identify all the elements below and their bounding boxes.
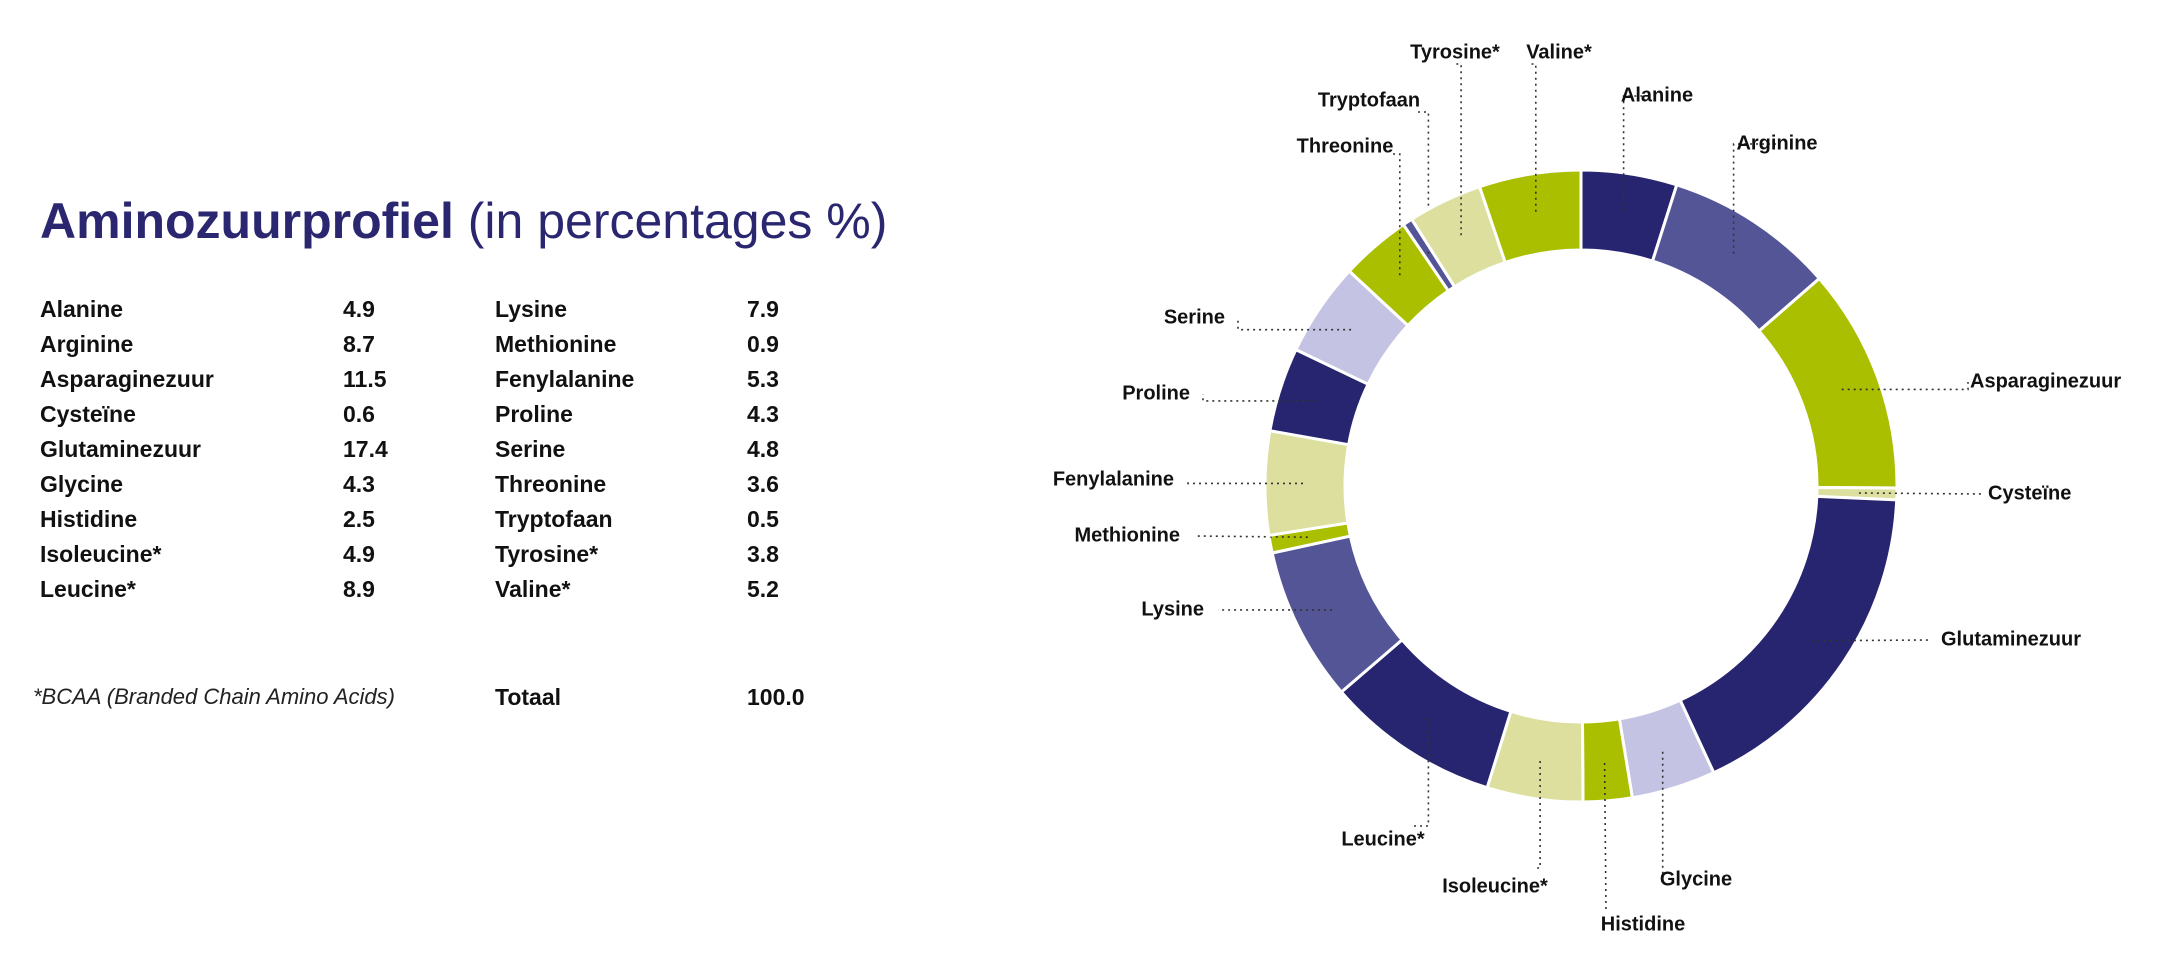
slice-label: Fenylalanine xyxy=(1053,468,1174,490)
total-value: 100.0 xyxy=(747,684,805,710)
table-label: Alanine xyxy=(40,296,124,322)
table-value: 4.8 xyxy=(747,436,779,462)
table-label: Histidine xyxy=(40,506,138,532)
slice-label: Alanine xyxy=(1621,84,1693,106)
leader-line xyxy=(1237,318,1352,331)
slice-label: Proline xyxy=(1122,382,1190,404)
table-label: Leucine* xyxy=(40,576,136,602)
page-title: Aminozuurprofiel (in percentages %) xyxy=(40,196,887,246)
slice-label: Glutaminezuur xyxy=(1941,628,2081,650)
table-label: Proline xyxy=(495,401,573,427)
slice-label: Histidine xyxy=(1601,913,1685,935)
table-value: 5.2 xyxy=(747,576,779,602)
table-label: Methionine xyxy=(495,331,617,357)
table-value: 3.6 xyxy=(747,471,779,497)
leader-line xyxy=(1536,761,1541,869)
table-label: Threonine xyxy=(495,471,607,497)
table-label: Glutaminezuur xyxy=(40,436,202,462)
table-label: Cysteïne xyxy=(40,401,136,427)
slice-label: Leucine* xyxy=(1341,828,1425,850)
table-value: 0.9 xyxy=(747,331,779,357)
slice-label: Isoleucine* xyxy=(1442,875,1548,897)
leader-line xyxy=(1455,63,1462,236)
table-value: 4.9 xyxy=(343,296,375,322)
leader-line xyxy=(1531,63,1537,212)
leader-line xyxy=(1622,95,1651,212)
table-label: Serine xyxy=(495,436,566,462)
table-label: Isoleucine* xyxy=(40,541,162,567)
slice-label: Methionine xyxy=(1074,524,1180,546)
donut-slice-glutaminezuur xyxy=(1678,494,1899,775)
leader-line xyxy=(1187,480,1303,485)
table-value: 4.3 xyxy=(747,401,779,427)
table-label: Valine* xyxy=(495,576,571,602)
leader-line xyxy=(1390,153,1401,276)
leader-line xyxy=(1732,143,1778,254)
slice-label: Threonine xyxy=(1297,135,1394,157)
table-value: 11.5 xyxy=(343,366,387,392)
table-value: 7.9 xyxy=(747,296,779,322)
slice-label: Asparaginezuur xyxy=(1970,370,2121,392)
table-value: 3.8 xyxy=(747,541,779,567)
leader-line xyxy=(1858,492,1984,495)
title-sub: (in percentages %) xyxy=(453,193,888,249)
donut-slice-valine xyxy=(1477,168,1583,265)
leader-line xyxy=(1603,762,1607,911)
slice-label: Tryptofaan xyxy=(1318,89,1420,111)
leader-line xyxy=(1811,639,1931,642)
bcaa-footnote: *BCAA (Branded Chain Amino Acids) xyxy=(33,684,395,709)
table-label: Fenylalanine xyxy=(495,366,635,392)
table-value: 0.5 xyxy=(747,506,779,532)
table-label: Asparaginezuur xyxy=(40,366,214,392)
slice-label: Lysine xyxy=(1141,598,1204,620)
slice-label: Arginine xyxy=(1736,132,1817,154)
total-label: Totaal xyxy=(495,684,562,710)
slice-label: Cysteïne xyxy=(1988,482,2071,504)
table-value: 2.5 xyxy=(343,506,375,532)
slice-label: Valine* xyxy=(1526,41,1592,63)
table-value: 0.6 xyxy=(343,401,375,427)
table-value: 8.9 xyxy=(343,576,375,602)
table-label: Arginine xyxy=(40,331,134,357)
slice-label: Glycine xyxy=(1660,868,1732,890)
table-label: Glycine xyxy=(40,471,124,497)
table-label: Tyrosine* xyxy=(495,541,599,567)
table-value: 17.4 xyxy=(343,436,388,462)
leader-line xyxy=(1661,751,1666,881)
title-main: Aminozuurprofiel xyxy=(40,193,454,249)
table-value: 8.7 xyxy=(343,331,375,357)
leader-line xyxy=(1202,394,1317,402)
leader-line xyxy=(1195,535,1308,538)
table-value: 4.3 xyxy=(343,471,375,497)
table-value: 5.3 xyxy=(747,366,779,392)
table-label: Lysine xyxy=(495,296,568,322)
slice-label: Serine xyxy=(1164,306,1225,328)
table-value: 4.9 xyxy=(343,541,375,567)
table-label: Tryptofaan xyxy=(495,506,613,532)
slice-label: Tyrosine* xyxy=(1410,41,1500,63)
leader-line xyxy=(1841,382,1969,391)
